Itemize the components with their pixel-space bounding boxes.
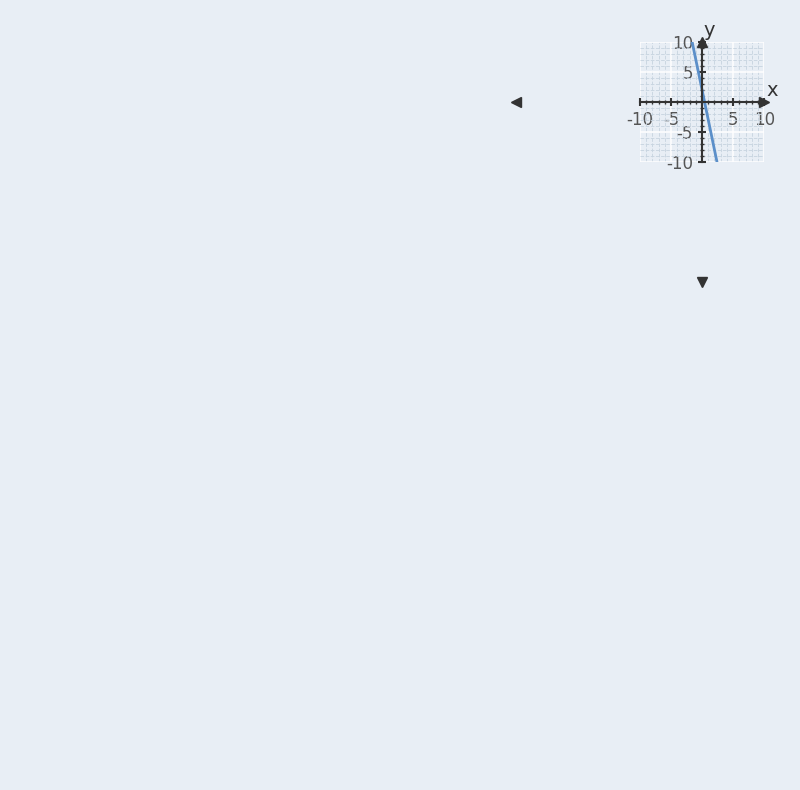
Text: y: y — [704, 21, 715, 40]
Text: x: x — [766, 81, 778, 100]
